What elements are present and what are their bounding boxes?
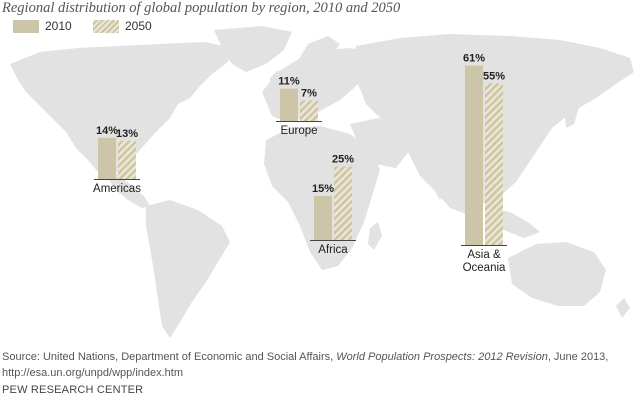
region-label-americas: Americas [93,183,141,195]
value-label-europe-2010: 11% [278,76,300,88]
bar-americas-2050 [118,140,136,179]
region-group-asia-oceania: 61% 55% Asia &Oceania [461,53,507,274]
region-label-asia-oceania: Oceania [463,262,506,274]
chart-subtitle: Regional distribution of global populati… [2,0,401,16]
map-north-america [10,42,232,178]
source-title: World Population Prospects: 2012 Revisio… [336,351,548,363]
region-label-asia-oceania: Asia & [467,249,501,261]
value-label-americas-2010: 14% [96,125,118,137]
map-india [420,142,458,200]
value-label-americas-2050: 13% [116,128,138,140]
bar-asia-oceania-2010 [465,65,483,245]
world-map-chart: 14%13% Americas 11%7% Europe 15% 25% Africa 61%… [10,26,634,338]
bar-europe-2050 [300,100,318,121]
footer-credit: PEW RESEARCH CENTER [2,384,144,396]
region-label-africa: Africa [318,244,348,256]
map-central-america [104,172,150,208]
bar-africa-2050 [334,166,352,240]
region-label-europe: Europe [280,125,317,137]
bars-layer: 14%13% Americas 11%7% Europe 15% 25% Africa 61%… [93,53,507,274]
region-group-africa: 15% 25% Africa [310,154,356,256]
legend-swatch-2010 [13,20,39,33]
region-group-europe: 11%7% Europe [276,76,322,137]
map-south-america [146,200,230,338]
bar-asia-oceania-2050 [485,83,503,245]
value-label-africa-2010: 15% [312,183,334,195]
bar-africa-2010 [314,195,332,240]
region-group-americas: 14%13% Americas [93,125,141,195]
source-note: Source: United Nations, Department of Ec… [2,349,638,381]
legend-label-2050: 2050 [125,19,152,33]
value-label-asia-oceania-2010: 61% [463,53,485,65]
map-scandinavia [296,36,340,66]
source-suffix: , June 2013, http://esa.un.org/unpd/wpp/… [2,351,609,379]
map-greenland [214,26,292,72]
value-label-europe-2050: 7% [301,87,317,99]
map-new-zealand [616,298,630,318]
value-label-africa-2050: 25% [332,154,354,166]
map-japan [564,96,580,128]
bar-americas-2010 [98,137,116,179]
map-madagascar [368,222,382,250]
bar-europe-2010 [280,88,298,121]
map-australia [508,242,606,306]
legend-label-2010: 2010 [45,19,72,33]
legend-swatch-2050 [93,20,119,33]
source-prefix: Source: United Nations, Department of Ec… [2,351,337,363]
map-uk [270,70,284,90]
value-label-asia-oceania-2050: 55% [483,70,505,82]
